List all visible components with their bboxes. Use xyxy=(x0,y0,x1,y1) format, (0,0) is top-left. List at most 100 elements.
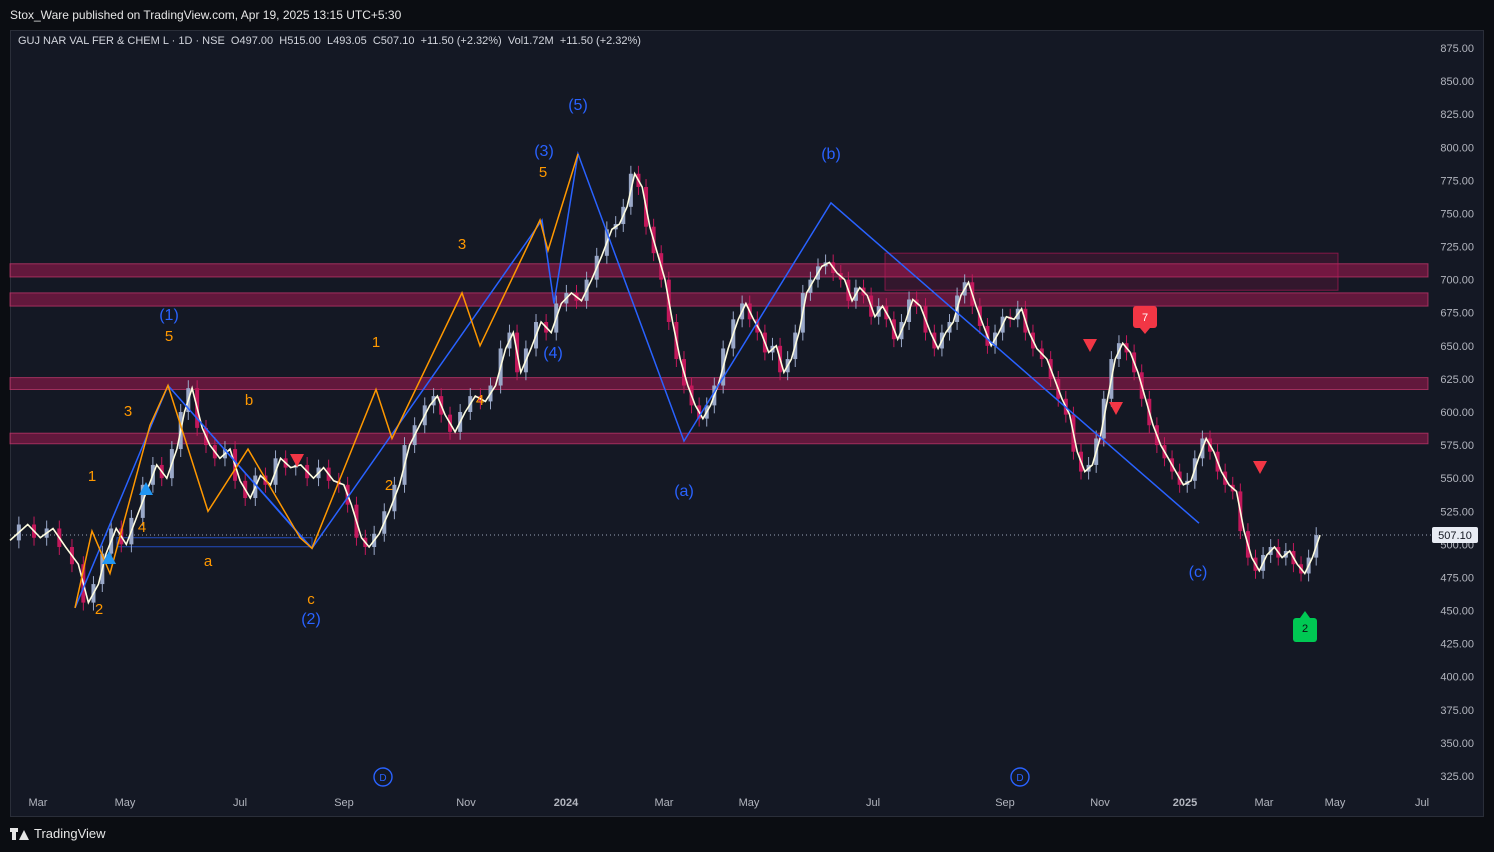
buy-signal-triangle[interactable] xyxy=(139,482,153,495)
legend-low: L493.05 xyxy=(326,35,367,47)
buy-signal-triangle[interactable] xyxy=(102,551,116,564)
elliott-minor-label: b xyxy=(245,392,253,409)
y-tick-label: 550.00 xyxy=(1440,473,1474,485)
y-tick-label: 475.00 xyxy=(1440,572,1474,584)
y-tick-label: 675.00 xyxy=(1440,308,1474,320)
sell-signal-triangle[interactable] xyxy=(290,454,304,467)
sell-signal-triangle[interactable] xyxy=(1083,339,1097,352)
tradingview-logo[interactable]: TradingView xyxy=(10,826,106,841)
dividend-marker-label: D xyxy=(379,773,386,784)
elliott-minor-label: 5 xyxy=(165,328,173,345)
elliott-minor-label: 2 xyxy=(95,601,103,618)
elliott-minor-label: c xyxy=(307,591,315,608)
signal-badge-label: 7 xyxy=(1142,312,1148,324)
y-tick-label: 775.00 xyxy=(1440,175,1474,187)
sr-zone[interactable] xyxy=(9,263,1429,278)
x-tick-label: Mar xyxy=(29,797,48,809)
signal-badge-pointer xyxy=(1140,328,1150,334)
elliott-primary-label: (5) xyxy=(568,97,588,114)
y-tick-label: 825.00 xyxy=(1440,109,1474,121)
signal-badge-red[interactable] xyxy=(1133,306,1157,328)
top-bar: Stox_Ware published on TradingView.com, … xyxy=(0,0,1494,30)
legend-volume: Vol1.72M xyxy=(507,35,554,47)
signal-badge-pointer xyxy=(1300,611,1310,618)
elliott-minor-label: 4 xyxy=(476,392,484,409)
dividend-marker[interactable] xyxy=(373,767,393,787)
legend-change: +11.50 (+2.32%) xyxy=(420,35,502,47)
sell-signal-triangle[interactable] xyxy=(1253,461,1267,474)
last-price-label: 507.10 xyxy=(1438,530,1472,542)
x-tick-label: Jul xyxy=(1415,797,1429,809)
y-tick-label: 400.00 xyxy=(1440,672,1474,684)
sell-signal-triangle[interactable] xyxy=(1109,402,1123,415)
y-tick-label: 375.00 xyxy=(1440,705,1474,717)
x-tick-label: Nov xyxy=(1090,797,1110,809)
signal-badge-green[interactable] xyxy=(1293,618,1317,642)
dividend-marker-label: D xyxy=(1016,773,1023,784)
legend-vol-change: +11.50 (+2.32%) xyxy=(559,35,641,47)
y-tick-label: 600.00 xyxy=(1440,407,1474,419)
elliott-primary-label: (2) xyxy=(301,611,321,628)
legend-high: H515.00 xyxy=(279,35,321,47)
elliott-minor-label: 4 xyxy=(138,519,146,536)
elliott-minor-label: 5 xyxy=(539,164,547,181)
y-tick-label: 350.00 xyxy=(1440,738,1474,750)
sr-zone[interactable] xyxy=(9,292,1429,307)
x-tick-label: Mar xyxy=(655,797,674,809)
y-tick-label: 450.00 xyxy=(1440,606,1474,618)
x-tick-label: 2024 xyxy=(554,797,579,809)
elliott-minor-wave[interactable] xyxy=(74,153,579,609)
y-tick-label: 700.00 xyxy=(1440,275,1474,287)
elliott-primary-label: (b) xyxy=(821,146,841,163)
elliott-minor-label: 1 xyxy=(88,468,96,485)
y-tick-label: 325.00 xyxy=(1440,771,1474,783)
price-line[interactable] xyxy=(9,171,1321,605)
elliott-correction-line[interactable] xyxy=(167,385,311,548)
y-tick-label: 625.00 xyxy=(1440,374,1474,386)
elliott-primary-label: (a) xyxy=(674,483,694,500)
x-tick-label: Sep xyxy=(995,797,1015,809)
x-tick-label: Nov xyxy=(456,797,476,809)
dividend-marker[interactable] xyxy=(1010,767,1030,787)
legend-close: C507.10 xyxy=(372,35,415,47)
y-tick-label: 525.00 xyxy=(1440,506,1474,518)
x-tick-label: May xyxy=(1325,797,1346,809)
y-tick-label: 850.00 xyxy=(1440,76,1474,88)
elliott-primary-label: (1) xyxy=(159,307,179,324)
x-tick-label: May xyxy=(739,797,760,809)
last-price-tag xyxy=(1432,526,1478,543)
symbol-name[interactable]: GUJ NAR VAL FER & CHEM L · 1D · NSE xyxy=(18,35,225,47)
y-tick-label: 725.00 xyxy=(1440,242,1474,254)
footer xyxy=(0,818,1494,852)
y-tick-label: 425.00 xyxy=(1440,639,1474,651)
symbol-legend: GUJ NAR VAL FER & CHEM L · 1D · NSE O497… xyxy=(18,35,641,47)
x-tick-label: Sep xyxy=(334,797,354,809)
x-tick-label: 2025 xyxy=(1173,797,1197,809)
brand-label: TradingView xyxy=(34,826,106,841)
x-tick-label: Jul xyxy=(866,797,880,809)
chart-frame[interactable] xyxy=(10,30,1484,817)
x-tick-label: May xyxy=(115,797,136,809)
y-tick-label: 750.00 xyxy=(1440,208,1474,220)
y-tick-label: 650.00 xyxy=(1440,341,1474,353)
elliott-primary-label: (4) xyxy=(543,345,563,362)
support-box[interactable] xyxy=(116,537,313,548)
y-tick-label: 875.00 xyxy=(1440,43,1474,55)
supply-zone-box[interactable] xyxy=(884,252,1339,291)
elliott-minor-label: 1 xyxy=(372,334,380,351)
elliott-primary-label: (c) xyxy=(1189,564,1208,581)
elliott-primary-label: (3) xyxy=(534,143,554,160)
legend-open: O497.00 xyxy=(230,35,274,47)
sr-zone[interactable] xyxy=(9,432,1429,445)
published-text: Stox_Ware published on TradingView.com, … xyxy=(10,8,402,22)
elliott-minor-label: a xyxy=(204,553,213,570)
elliott-minor-label: 2 xyxy=(385,477,393,494)
tradingview-logo-icon xyxy=(10,827,30,840)
y-tick-label: 575.00 xyxy=(1440,440,1474,452)
elliott-minor-label: 3 xyxy=(124,403,132,420)
x-tick-label: Mar xyxy=(1255,797,1274,809)
y-tick-label: 800.00 xyxy=(1440,142,1474,154)
signal-badge-label: 2 xyxy=(1302,623,1308,635)
x-tick-label: Jul xyxy=(233,797,247,809)
